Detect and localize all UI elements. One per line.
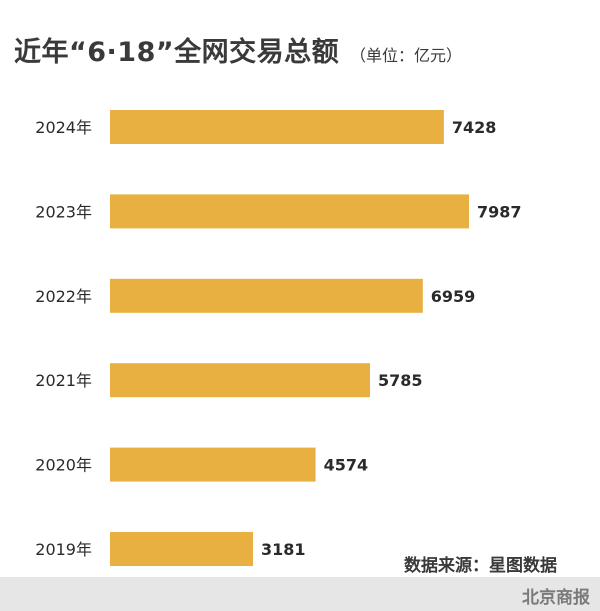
y-tick-label: 2020年: [35, 456, 92, 475]
bar: [110, 278, 423, 313]
data-label: 3181: [261, 540, 306, 559]
data-source-note: 数据来源：星图数据: [404, 556, 557, 576]
footer-band: [0, 577, 600, 611]
data-label: 7428: [452, 118, 497, 137]
y-tick-label: 2019年: [35, 540, 92, 559]
publisher-brand: 北京商报: [522, 588, 590, 608]
unit-label: （单位：亿元）: [350, 46, 463, 65]
y-tick-label: 2021年: [35, 371, 92, 390]
data-label: 7987: [477, 202, 522, 221]
bar: [110, 110, 444, 144]
data-label: 6959: [431, 287, 476, 306]
bar: [110, 447, 316, 482]
bar: [110, 194, 469, 229]
bar: [110, 363, 371, 398]
y-tick-label: 2024年: [35, 118, 92, 137]
y-tick-label: 2022年: [35, 287, 92, 306]
data-label: 4574: [324, 456, 369, 475]
chart-title: 近年“6·18”全网交易总额: [14, 37, 340, 68]
y-tick-label: 2023年: [35, 202, 92, 221]
data-label: 5785: [378, 371, 423, 390]
bar: [110, 532, 253, 566]
